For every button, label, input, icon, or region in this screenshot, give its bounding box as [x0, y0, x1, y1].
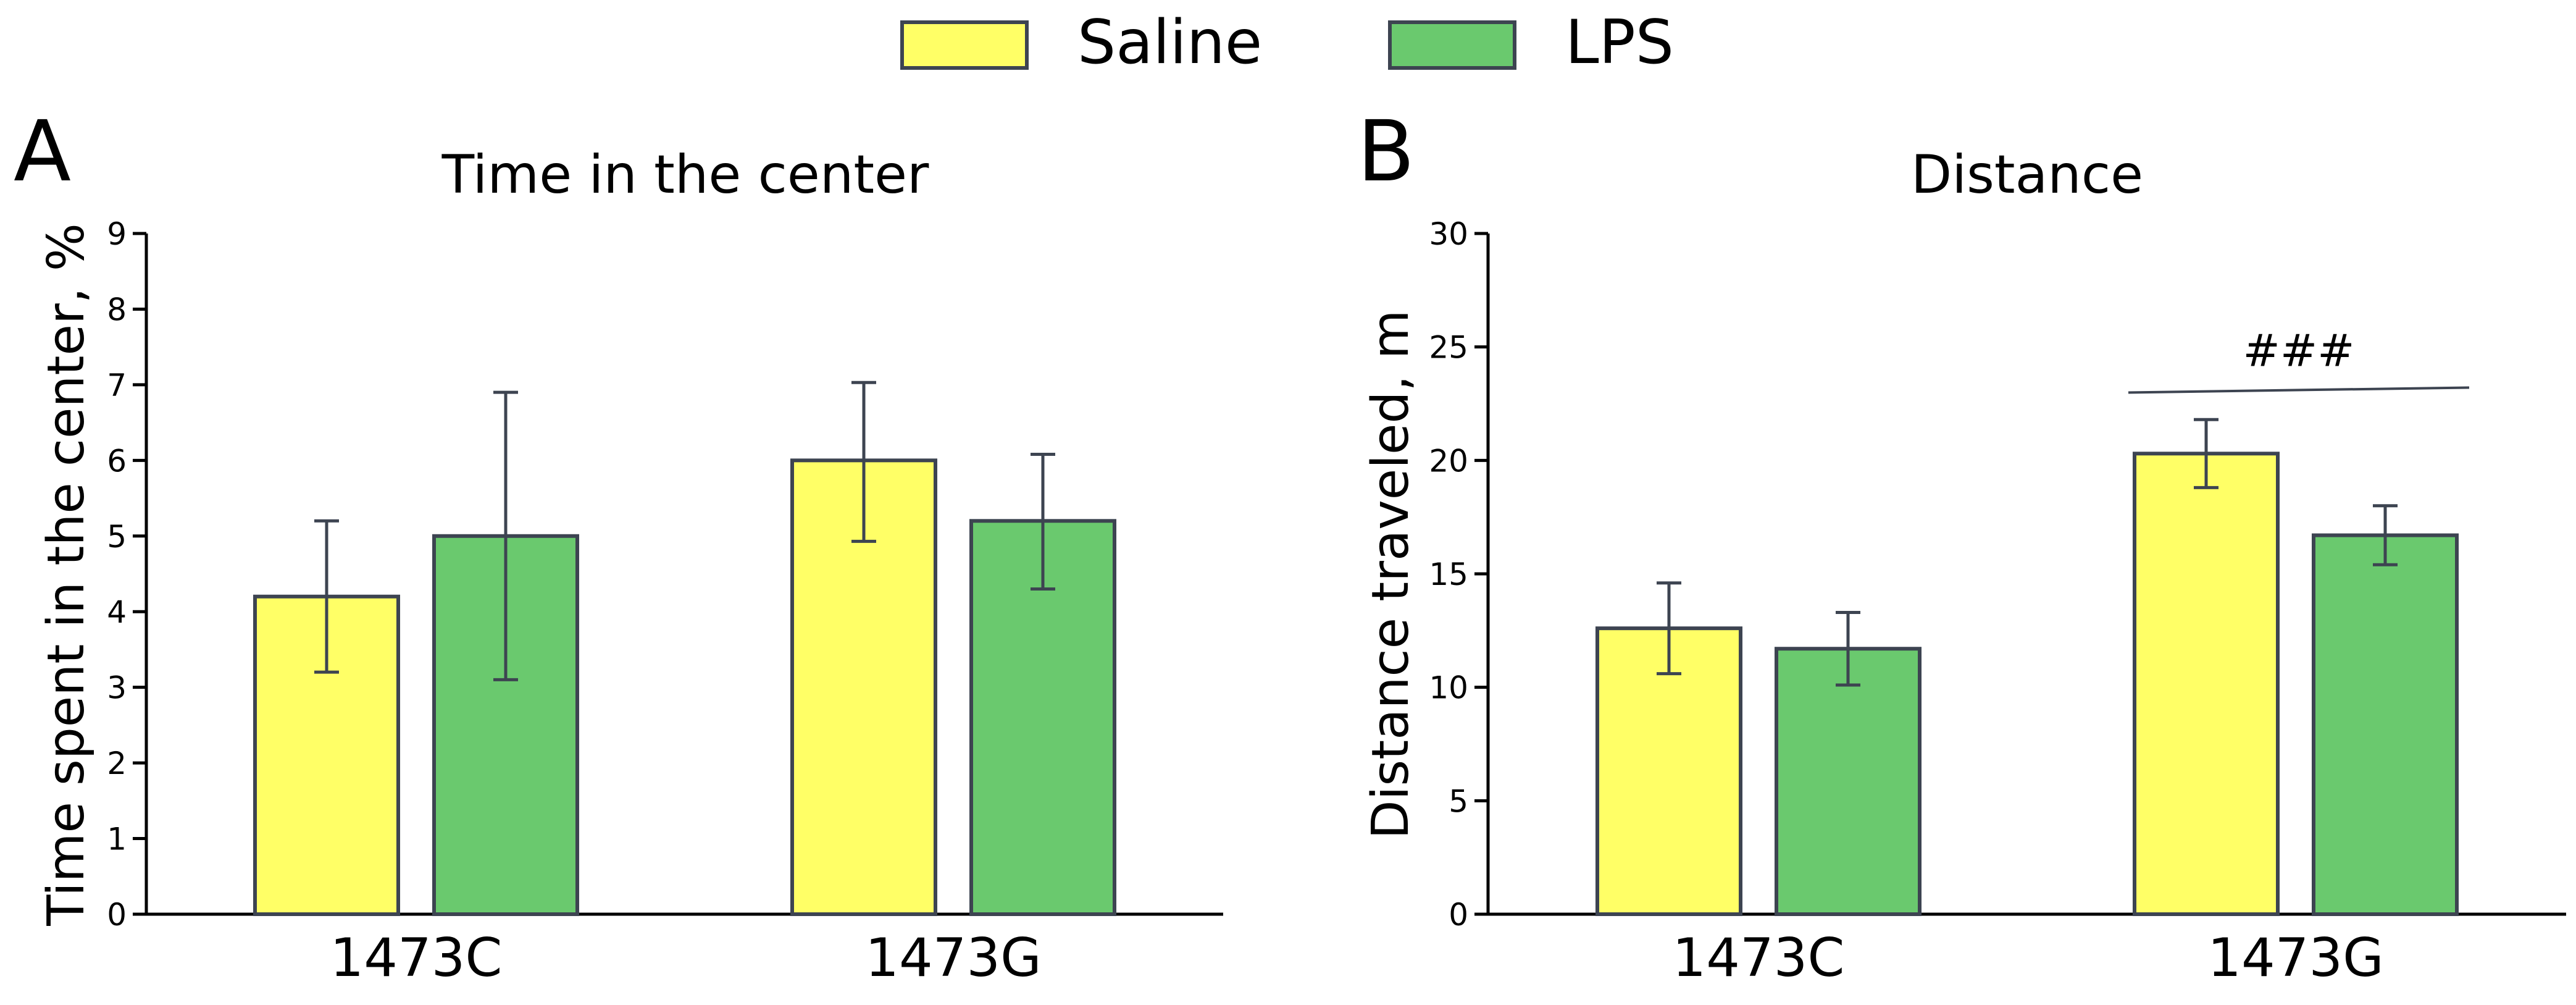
panel-b-title: Distance — [1911, 144, 2143, 206]
panel-a-x-tick-label: 1473C — [330, 927, 503, 989]
panel-a-y-tick-label: 7 — [107, 368, 127, 403]
panel-a-y-tick-label: 8 — [107, 292, 127, 327]
panel-b-bar-lps-1473c — [1775, 647, 1922, 916]
panel-a-y-tick-label: 2 — [107, 746, 127, 781]
panel-b-bar-lps-1473g — [2312, 533, 2459, 916]
panel-a-letter: A — [14, 103, 71, 201]
panel-b-letter: B — [1357, 103, 1415, 201]
panel-b-y-tick-label: 20 — [1429, 443, 1468, 479]
panel-b-x-tick-label: 1473C — [1673, 927, 1845, 989]
legend-swatch-saline — [900, 20, 1029, 70]
panel-a-y-axis-label: Time spent in the center, % — [37, 223, 96, 926]
panel-b-significance-label: ### — [2243, 325, 2355, 377]
panel-b-y-tick-label: 5 — [1449, 783, 1468, 819]
panel-a-y-tick-label: 3 — [107, 670, 127, 706]
panel-a-y-tick-label: 1 — [107, 822, 127, 857]
panel-a-error-bars — [314, 381, 1055, 681]
panel-a-x-tick-label: 1473G — [865, 927, 1042, 989]
panel-b-significance-line — [2128, 386, 2470, 394]
panel-b-y-tick-label: 10 — [1429, 670, 1468, 706]
panel-a-y-tick-label: 9 — [107, 216, 127, 252]
legend-label-saline: Saline — [1077, 7, 1262, 78]
panel-a-y-tick-label: 4 — [107, 594, 127, 630]
panel-b-y-tick-label: 15 — [1429, 557, 1468, 592]
panel-a-y-tick-label: 6 — [107, 443, 127, 479]
panel-a-x-tick-labels: 1473C 1473G — [330, 927, 1042, 989]
panel-a-title: Time in the center — [441, 144, 929, 206]
panel-b-bar-saline-1473c — [1595, 626, 1742, 916]
panel-a-y-ticks: 0 1 2 3 4 5 6 7 8 9 — [107, 216, 146, 933]
panel-b-bars — [1595, 452, 2459, 916]
panel-b-y-tick-label: 0 — [1449, 897, 1468, 933]
panel-b-x-tick-label: 1473G — [2207, 927, 2384, 989]
panel-a-y-tick-label: 5 — [107, 519, 127, 555]
legend: Saline LPS — [900, 7, 1674, 78]
panel-b-y-ticks: 0 5 10 15 20 25 30 — [1429, 216, 1488, 933]
panel-b-x-tick-labels: 1473C 1473G — [1673, 927, 2384, 989]
panel-b-bar-saline-1473g — [2133, 452, 2280, 916]
panel-b-y-tick-label: 25 — [1429, 330, 1468, 366]
panel-a-bars — [253, 458, 1116, 916]
panel-a: A Time in the center Time spent in the c… — [14, 103, 1223, 989]
panel-b-y-axis-label: Distance traveled, m — [1361, 310, 1420, 839]
legend-swatch-lps — [1388, 20, 1516, 70]
legend-label-lps: LPS — [1565, 7, 1674, 78]
panel-a-y-tick-label: 0 — [107, 897, 127, 933]
panel-b-y-tick-label: 30 — [1429, 216, 1468, 252]
panel-b: B Distance Distance traveled, m 0 5 10 15 20… — [1357, 103, 2566, 989]
panel-b-error-bars — [1657, 418, 2398, 687]
panel-b-annotations: ### — [2128, 325, 2470, 394]
